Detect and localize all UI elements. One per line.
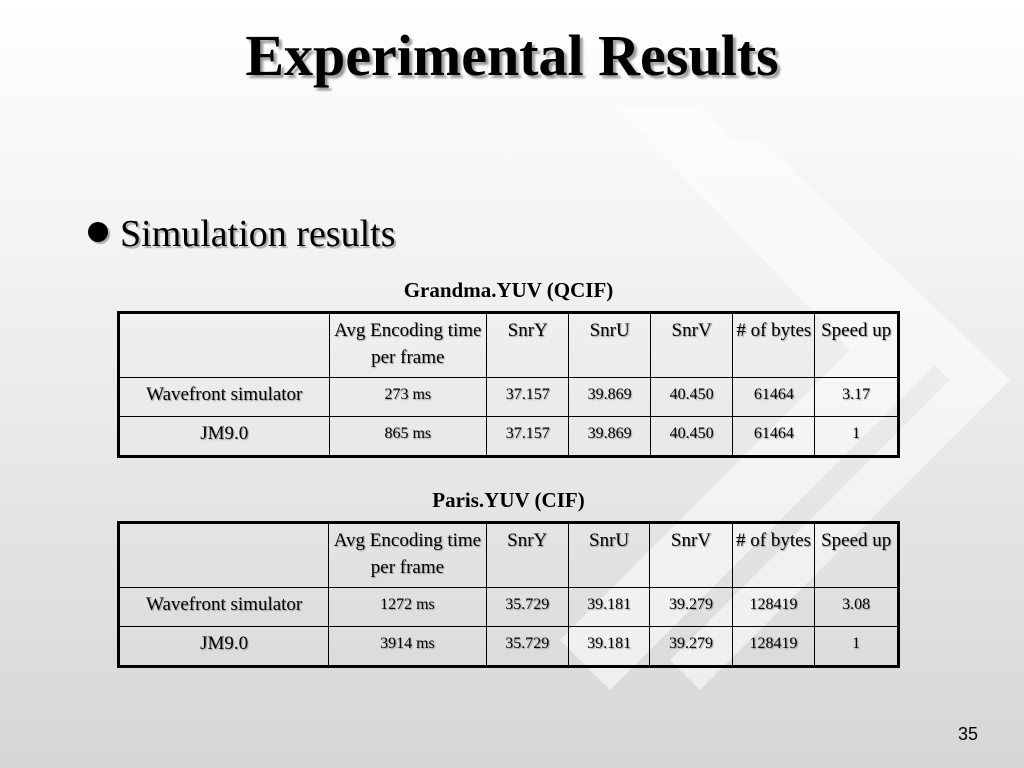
header-cell: SnrU xyxy=(568,312,651,378)
cell: 40.450 xyxy=(649,416,734,457)
cell: 865 ms xyxy=(328,416,488,457)
cell: 3.08 xyxy=(814,587,899,627)
data-row: JM9.0 3914 ms 35.729 39.181 39.279 128419 1 xyxy=(117,626,899,667)
cell: 39.869 xyxy=(568,377,651,417)
slide-title: Experimental Results xyxy=(245,23,779,88)
row-label: JM9.0 xyxy=(118,416,330,457)
row-label: JM9.0 xyxy=(117,626,330,667)
table-caption: Grandma.YUV (QCIF) xyxy=(403,278,614,302)
row-label: Wavefront simulator xyxy=(117,587,330,627)
cell: 1272 ms xyxy=(328,587,487,627)
cell: 3914 ms xyxy=(328,626,487,667)
cell: 3.17 xyxy=(814,377,899,417)
data-row: JM9.0 865 ms 37.157 39.869 40.450 61464 1 xyxy=(118,416,899,457)
header-cell: # of bytes xyxy=(732,312,816,378)
cell: 35.729 xyxy=(485,626,569,667)
cell: 273 ms xyxy=(328,377,488,417)
header-cell xyxy=(117,522,330,588)
header-cell: Avg Encoding time per frame xyxy=(328,522,487,588)
cell: 35.729 xyxy=(485,587,569,627)
cell: 40.450 xyxy=(649,377,734,417)
cell: 1 xyxy=(814,416,899,457)
header-cell: # of bytes xyxy=(731,522,816,588)
cell: 39.869 xyxy=(568,416,651,457)
header-cell: SnrU xyxy=(567,522,651,588)
cell: 128419 xyxy=(731,626,816,667)
cell: 61464 xyxy=(732,377,816,417)
row-label: Wavefront simulator xyxy=(118,377,330,417)
data-row: Wavefront simulator 1272 ms 35.729 39.181 39… xyxy=(117,587,899,627)
page-number: 35 xyxy=(957,724,978,744)
table-caption: Paris.YUV (CIF) xyxy=(432,488,585,512)
cell: 37.157 xyxy=(485,377,570,417)
cell: 37.157 xyxy=(485,416,570,457)
header-cell: SnrV xyxy=(649,522,733,588)
header-cell: Speed up xyxy=(814,312,899,378)
header-row: Avg Encoding time per frame SnrY SnrU SnrV #… xyxy=(117,522,899,588)
bullet-text: Simulation results xyxy=(120,213,396,255)
cell: 128419 xyxy=(731,587,816,627)
header-cell: SnrV xyxy=(649,312,734,378)
cell: 1 xyxy=(814,626,899,667)
header-cell: Avg Encoding time per frame xyxy=(328,312,488,378)
cell: 39.181 xyxy=(567,626,651,667)
header-cell: SnrY xyxy=(485,522,569,588)
data-table: Avg Encoding time per frame SnrY SnrU SnrV #… xyxy=(117,521,900,668)
header-cell: SnrY xyxy=(485,312,570,378)
data-table: Avg Encoding time per frame SnrY SnrU SnrV #… xyxy=(117,311,900,458)
header-cell xyxy=(118,312,330,378)
data-row: Wavefront simulator 273 ms 37.157 39.869 40.… xyxy=(118,377,899,417)
cell: 39.279 xyxy=(649,626,733,667)
header-cell: Speed up xyxy=(814,522,899,588)
bullet: Simulation results xyxy=(88,212,396,256)
cell: 39.279 xyxy=(649,587,733,627)
cell: 39.181 xyxy=(567,587,651,627)
cell: 61464 xyxy=(732,416,816,457)
header-row: Avg Encoding time per frame SnrY SnrU SnrV #… xyxy=(118,312,899,378)
